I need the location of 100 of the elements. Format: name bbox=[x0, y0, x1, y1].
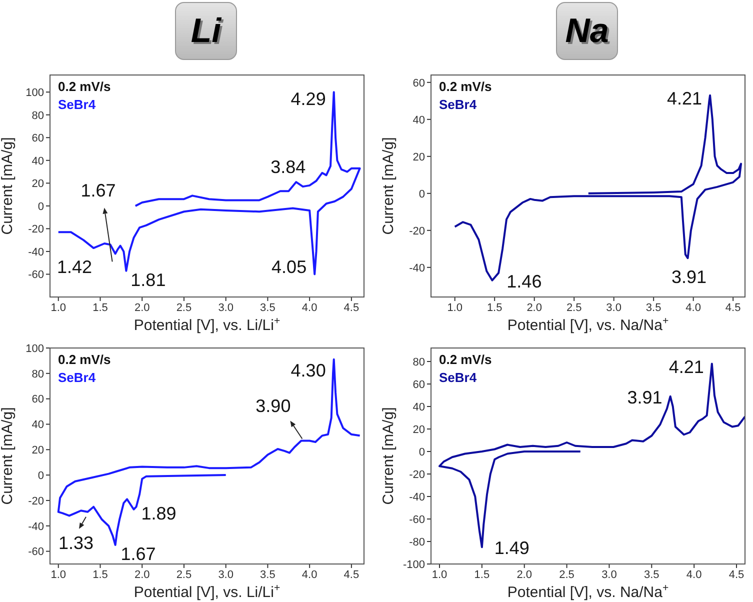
y-tick-label: 60 bbox=[412, 378, 425, 391]
y-axis-title: Current [mA/g] bbox=[0, 137, 16, 235]
annotation: 0.2 mV/s bbox=[439, 79, 492, 94]
annotation: 0.2 mV/s bbox=[439, 352, 492, 367]
y-tick-label: -60 bbox=[409, 514, 425, 526]
annotation: 1.81 bbox=[130, 270, 166, 290]
annotation: 4.05 bbox=[272, 256, 307, 277]
x-tick-label: 3.0 bbox=[218, 302, 234, 314]
x-tick-label: 1.0 bbox=[447, 302, 462, 314]
y-tick-label: 80 bbox=[32, 110, 44, 122]
y-tick-label: 40 bbox=[412, 114, 425, 126]
x-axis-title: Potential [V], vs. Na/Na$^{+}$ bbox=[507, 582, 669, 601]
annotation: 1.42 bbox=[57, 256, 92, 277]
text: SeBr4 bbox=[439, 97, 478, 112]
y-tick-label: 40 bbox=[32, 419, 44, 432]
y-tick-label: -20 bbox=[409, 468, 425, 481]
annotation: 3.91 bbox=[671, 266, 706, 287]
x-tick-label: 2.0 bbox=[526, 302, 542, 314]
x-tick-label: 2.5 bbox=[559, 568, 574, 581]
annotation: 1.49 bbox=[494, 538, 530, 558]
x-tick-label: 3.0 bbox=[602, 568, 617, 581]
text: SeBr4 bbox=[58, 370, 96, 385]
x-tick-label: 4.5 bbox=[344, 302, 360, 314]
y-tick-label: -20 bbox=[409, 225, 425, 238]
y-tick-label: -20 bbox=[28, 224, 44, 236]
x-tick-label: 1.5 bbox=[92, 568, 108, 581]
x-tick-label: 3.5 bbox=[644, 568, 660, 581]
x-tick-label: 1.0 bbox=[50, 302, 66, 314]
y-tick-label: 20 bbox=[32, 444, 44, 457]
text: SeBr4 bbox=[58, 97, 96, 112]
x-tick-label: 4.5 bbox=[344, 568, 360, 581]
y-tick-label: 100 bbox=[26, 86, 44, 99]
y-tick-label: -100 bbox=[402, 558, 425, 571]
annotation: 0.2 mV/s bbox=[58, 79, 111, 94]
y-tick-label: 20 bbox=[412, 424, 425, 436]
x-axis-title: Potential [V], vs. Li/Li$^{+}$ bbox=[134, 315, 280, 334]
annotation: 4.29 bbox=[290, 88, 326, 109]
annotation: 1.33 bbox=[58, 532, 94, 553]
y-tick-label: -80 bbox=[409, 536, 425, 548]
x-tick-label: 1.5 bbox=[486, 302, 502, 314]
text: SeBr4 bbox=[439, 370, 478, 385]
x-tick-label: 2.0 bbox=[516, 568, 532, 581]
chart-title: Li bbox=[175, 2, 237, 60]
y-tick-label: 0 bbox=[38, 470, 44, 482]
y-tick-label: 60 bbox=[412, 77, 425, 90]
y-axis-title: Current [mA/g] bbox=[380, 407, 397, 505]
x-tick-label: 3.5 bbox=[646, 302, 662, 314]
x-tick-label: 4.5 bbox=[728, 568, 744, 581]
annotation: 4.21 bbox=[666, 88, 702, 108]
annotation: 3.91 bbox=[627, 387, 662, 408]
x-tick-label: 3.0 bbox=[606, 302, 622, 314]
y-tick-label: 0 bbox=[418, 446, 425, 458]
y-tick-label: 0 bbox=[38, 200, 44, 213]
y-tick-label: 20 bbox=[32, 178, 44, 190]
y-tick-label: -40 bbox=[409, 262, 425, 274]
x-tick-label: 4.0 bbox=[302, 568, 318, 581]
y-tick-label: 40 bbox=[32, 155, 44, 168]
annotation: 1.46 bbox=[506, 271, 542, 292]
x-tick-label: 4.0 bbox=[686, 568, 702, 581]
y-tick-label: 60 bbox=[32, 394, 44, 406]
annotation: 3.90 bbox=[256, 396, 291, 416]
y-tick-label: -40 bbox=[409, 491, 425, 504]
y-tick-label: 80 bbox=[412, 356, 425, 368]
y-tick-label: 20 bbox=[412, 151, 425, 164]
x-tick-label: 1.5 bbox=[92, 302, 108, 314]
y-tick-label: 80 bbox=[32, 368, 44, 380]
x-tick-label: 2.5 bbox=[176, 568, 192, 581]
x-tick-label: 3.5 bbox=[260, 302, 276, 314]
x-tick-label: 1.0 bbox=[432, 568, 448, 581]
y-tick-label: 0 bbox=[418, 188, 425, 200]
y-tick-label: 40 bbox=[412, 401, 425, 414]
x-tick-label: 2.0 bbox=[134, 302, 150, 314]
annotation: 4.21 bbox=[668, 356, 704, 376]
x-tick-label: 4.0 bbox=[302, 302, 318, 314]
y-tick-label: 60 bbox=[32, 132, 44, 145]
x-tick-label: 3.0 bbox=[218, 568, 234, 581]
annotation: 1.67 bbox=[120, 544, 156, 564]
y-tick-label: 100 bbox=[26, 342, 44, 355]
y-axis-title: Current [mA/g] bbox=[380, 137, 397, 235]
y-tick-label: -60 bbox=[28, 269, 44, 282]
x-axis-title: Potential [V], vs. Li/Li$^{+}$ bbox=[134, 582, 280, 601]
annotation: 1.67 bbox=[80, 180, 116, 200]
x-tick-label: 1.5 bbox=[474, 568, 490, 581]
annotation: 3.84 bbox=[270, 156, 306, 177]
x-tick-label: 4.5 bbox=[725, 302, 741, 314]
annotation: 0.2 mV/s bbox=[58, 352, 111, 367]
x-tick-label: 1.0 bbox=[50, 568, 66, 581]
y-axis-title: Current [mA/g] bbox=[0, 407, 16, 505]
y-tick-label: -20 bbox=[28, 495, 44, 508]
x-axis-title: Potential [V], vs. Na/Na$^{+}$ bbox=[507, 315, 669, 334]
x-tick-label: 3.5 bbox=[260, 568, 276, 581]
y-tick-label: -40 bbox=[28, 520, 44, 533]
annotation: 1.89 bbox=[141, 503, 176, 524]
y-tick-label: -60 bbox=[28, 546, 44, 558]
x-tick-label: 2.5 bbox=[176, 302, 192, 314]
annotation: 4.30 bbox=[290, 360, 326, 380]
y-tick-label: -40 bbox=[28, 246, 44, 258]
chart-title: Na bbox=[556, 2, 618, 60]
x-tick-label: 2.0 bbox=[134, 568, 150, 581]
x-tick-label: 4.0 bbox=[686, 302, 701, 314]
